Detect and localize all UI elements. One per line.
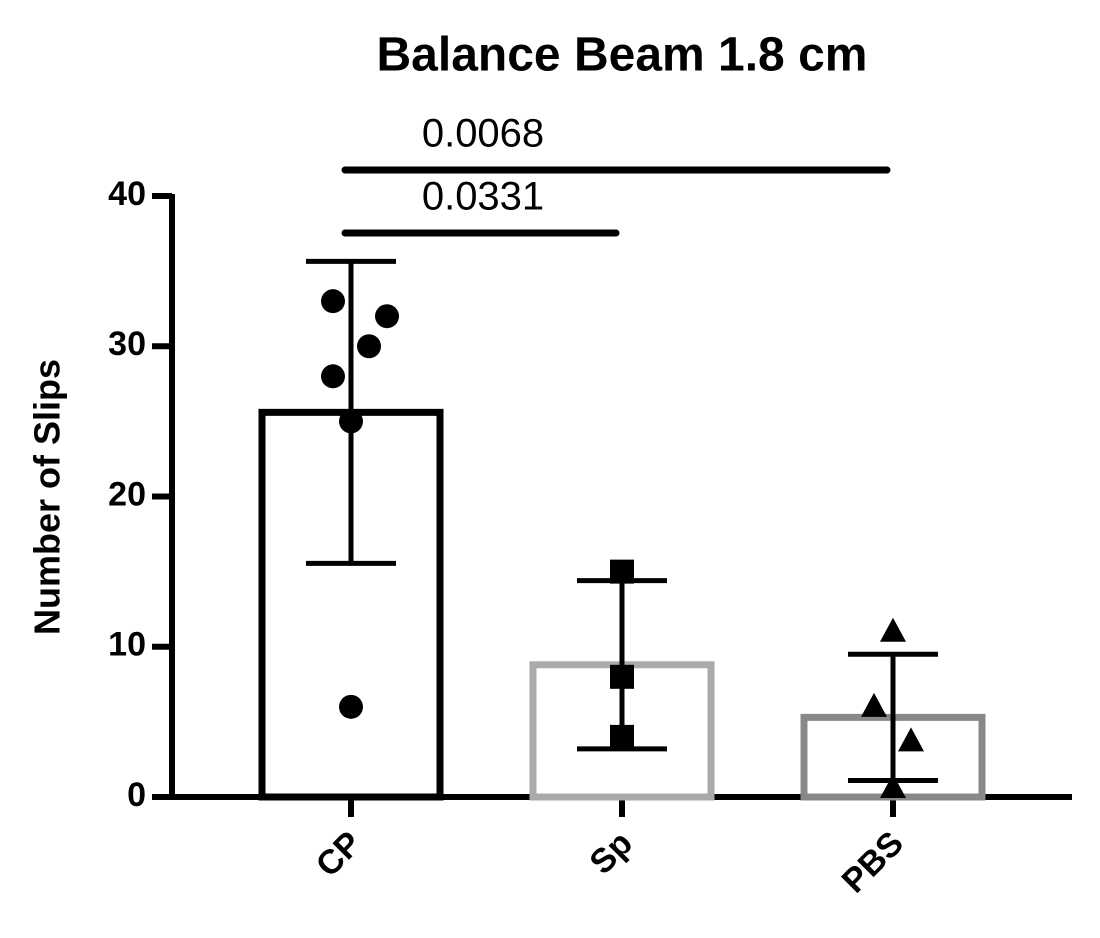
data-point xyxy=(898,727,924,752)
data-point xyxy=(610,724,634,749)
data-point xyxy=(357,334,381,359)
data-point xyxy=(375,304,399,329)
y-tick-label: 0 xyxy=(127,776,146,814)
data-point xyxy=(880,773,906,798)
data-point xyxy=(339,694,363,719)
significance-label: 0.0068 xyxy=(422,112,544,156)
x-tick-label: PBS xyxy=(835,824,911,900)
chart-title: Balance Beam 1.8 cm xyxy=(377,29,868,82)
y-tick-label: 20 xyxy=(108,475,146,513)
y-tick-label: 10 xyxy=(108,626,146,664)
data-point xyxy=(610,664,634,689)
data-point xyxy=(610,559,634,584)
x-tick-label: Sp xyxy=(582,824,640,882)
y-tick-label: 30 xyxy=(108,325,146,363)
significance-label: 0.0331 xyxy=(422,175,544,219)
data-point xyxy=(880,617,906,642)
x-tick-label: CP xyxy=(309,824,369,884)
data-point xyxy=(321,289,345,314)
data-point xyxy=(321,364,345,389)
data-point xyxy=(339,409,363,434)
y-axis-label: Number of Slips xyxy=(27,359,68,635)
y-tick-label: 40 xyxy=(108,175,146,213)
data-point xyxy=(861,692,887,717)
